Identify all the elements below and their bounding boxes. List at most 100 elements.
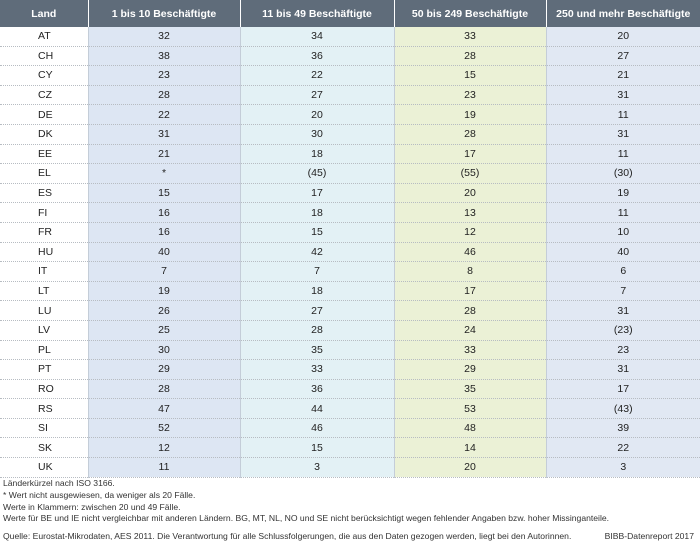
- value-1-10-cell: 12: [87, 437, 240, 459]
- note-iso: Länderkürzel nach ISO 3166.: [3, 478, 115, 488]
- value-50-249-cell: 33: [393, 27, 546, 47]
- value-50-249-cell: 17: [393, 281, 546, 302]
- value-250-plus-cell: 7: [545, 281, 700, 302]
- table-row: EE 21 18 17 11: [0, 144, 700, 165]
- table-row: RS 47 44 53 (43): [0, 398, 700, 419]
- value-11-49-cell: 3: [239, 457, 394, 478]
- value-50-249-cell: 12: [393, 222, 546, 243]
- country-code-cell: RS: [0, 398, 88, 419]
- header-50-249: 50 bis 249 Beschäftigte: [394, 0, 547, 27]
- country-code-cell: PT: [0, 359, 88, 380]
- value-50-249-cell: 29: [393, 359, 546, 380]
- value-50-249-cell: 15: [393, 65, 546, 86]
- value-1-10-cell: 11: [87, 457, 240, 478]
- source-text: Quelle: Eurostat-Mikrodaten, AES 2011. D…: [3, 531, 572, 542]
- country-code-cell: SK: [0, 437, 88, 459]
- value-1-10-cell: 7: [87, 261, 240, 282]
- country-code-cell: IT: [0, 261, 88, 282]
- country-code-cell: EE: [0, 144, 88, 165]
- value-250-plus-cell: 31: [545, 359, 700, 380]
- value-250-plus-cell: 11: [545, 144, 700, 165]
- country-code-cell: CH: [0, 46, 88, 67]
- header-250-plus: 250 und mehr Beschäftigte: [546, 0, 700, 27]
- value-50-249-cell: 13: [393, 202, 546, 223]
- table-row: DE 22 20 19 11: [0, 104, 700, 125]
- country-code-cell: FR: [0, 222, 88, 243]
- value-11-49-cell: 7: [239, 261, 394, 282]
- value-50-249-cell: 46: [393, 242, 546, 263]
- country-code-cell: LU: [0, 300, 88, 321]
- value-250-plus-cell: 31: [545, 85, 700, 106]
- value-50-249-cell: 35: [393, 379, 546, 400]
- value-1-10-cell: 16: [87, 222, 240, 243]
- value-50-249-cell: (55): [393, 163, 546, 184]
- value-50-249-cell: 28: [393, 124, 546, 145]
- value-250-plus-cell: 10: [545, 222, 700, 243]
- value-250-plus-cell: (23): [545, 320, 700, 341]
- value-1-10-cell: 40: [87, 242, 240, 263]
- value-50-249-cell: 19: [393, 104, 546, 125]
- note-excluded-countries: Werte für BE und IE nicht vergleichbar m…: [3, 513, 610, 524]
- value-50-249-cell: 33: [393, 340, 546, 361]
- value-1-10-cell: 28: [87, 379, 240, 400]
- source-row: Quelle: Eurostat-Mikrodaten, AES 2011. D…: [3, 531, 697, 543]
- value-250-plus-cell: 23: [545, 340, 700, 361]
- table-row: LT 19 18 17 7: [0, 281, 700, 302]
- country-code-cell: CZ: [0, 85, 88, 106]
- value-11-49-cell: (45): [239, 163, 394, 184]
- value-1-10-cell: 29: [87, 359, 240, 380]
- table-row: LU 26 27 28 31: [0, 300, 700, 321]
- value-11-49-cell: 22: [239, 65, 394, 86]
- table-row: FI 16 18 13 11: [0, 202, 700, 223]
- table-row: AT 32 34 33 20: [0, 27, 700, 47]
- value-250-plus-cell: 6: [545, 261, 700, 282]
- country-code-cell: PL: [0, 340, 88, 361]
- value-11-49-cell: 17: [239, 183, 394, 204]
- header-1-10: 1 bis 10 Beschäftigte: [88, 0, 241, 27]
- value-250-plus-cell: 31: [545, 300, 700, 321]
- value-11-49-cell: 18: [239, 202, 394, 223]
- value-50-249-cell: 8: [393, 261, 546, 282]
- header-land: Land: [0, 0, 89, 27]
- table-header-row: Land 1 bis 10 Beschäftigte 11 bis 49 Bes…: [0, 0, 700, 27]
- country-code-cell: FI: [0, 202, 88, 223]
- value-11-49-cell: 33: [239, 359, 394, 380]
- table-row: HU 40 42 46 40: [0, 242, 700, 263]
- table-row: FR 16 15 12 10: [0, 222, 700, 243]
- value-11-49-cell: 44: [239, 398, 394, 419]
- value-1-10-cell: 47: [87, 398, 240, 419]
- value-250-plus-cell: 19: [545, 183, 700, 204]
- value-1-10-cell: 38: [87, 46, 240, 67]
- country-code-cell: AT: [0, 27, 88, 47]
- value-11-49-cell: 18: [239, 144, 394, 165]
- value-11-49-cell: 18: [239, 281, 394, 302]
- value-250-plus-cell: 39: [545, 418, 700, 439]
- country-code-cell: SI: [0, 418, 88, 439]
- value-250-plus-cell: 27: [545, 46, 700, 67]
- value-250-plus-cell: (43): [545, 398, 700, 419]
- value-250-plus-cell: 31: [545, 124, 700, 145]
- value-250-plus-cell: 22: [545, 437, 700, 459]
- country-code-cell: LV: [0, 320, 88, 341]
- table-row: SK 12 15 14 22: [0, 437, 700, 459]
- value-1-10-cell: 16: [87, 202, 240, 223]
- country-code-cell: RO: [0, 379, 88, 400]
- value-1-10-cell: 28: [87, 85, 240, 106]
- value-1-10-cell: 22: [87, 104, 240, 125]
- table-row: ES 15 17 20 19: [0, 183, 700, 204]
- value-1-10-cell: 30: [87, 340, 240, 361]
- country-code-cell: CY: [0, 65, 88, 86]
- value-50-249-cell: 20: [393, 457, 546, 478]
- value-11-49-cell: 34: [239, 27, 394, 47]
- value-1-10-cell: 15: [87, 183, 240, 204]
- table-row: RO 28 36 35 17: [0, 379, 700, 400]
- table-row: LV 25 28 24 (23): [0, 320, 700, 341]
- table-row: CY 23 22 15 21: [0, 65, 700, 86]
- value-11-49-cell: 20: [239, 104, 394, 125]
- value-50-249-cell: 48: [393, 418, 546, 439]
- value-250-plus-cell: 3: [545, 457, 700, 478]
- value-11-49-cell: 27: [239, 85, 394, 106]
- table-row: UK 11 3 20 3: [0, 457, 700, 478]
- table-row: CH 38 36 28 27: [0, 46, 700, 67]
- value-11-49-cell: 46: [239, 418, 394, 439]
